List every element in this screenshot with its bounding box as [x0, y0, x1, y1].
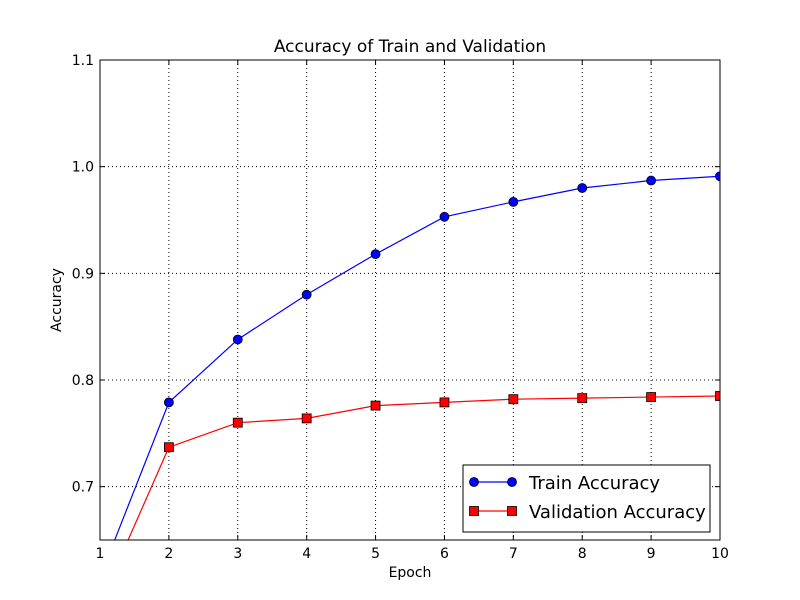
legend-validation-label: Validation Accuracy: [529, 502, 706, 523]
validation-accuracy-point: [646, 392, 657, 402]
series-group: [96, 171, 720, 582]
validation-accuracy-point: [439, 397, 450, 408]
x-tick-label: 6: [440, 546, 449, 562]
legend-train-marker-right: [507, 477, 517, 487]
x-tick-label: 1: [96, 546, 105, 562]
train-accuracy-point: [301, 289, 312, 300]
validation-accuracy-line: [127, 395, 720, 540]
y-axis-label: Accuracy: [49, 268, 65, 332]
legend-box: [462, 464, 711, 533]
train-accuracy-point: [163, 397, 174, 408]
plot-frame: [99, 59, 721, 541]
train-accuracy-point: [508, 196, 519, 207]
legend-validation-marker-left: [469, 506, 479, 516]
train-accuracy-point: [370, 249, 381, 260]
train-accuracy-point: [232, 334, 243, 345]
y-tick-label: 1.1: [72, 53, 94, 69]
legend: Train Accuracy Validation Accuracy: [462, 464, 711, 533]
train-accuracy-point: [439, 211, 450, 222]
y-tick-label: 0.7: [72, 480, 94, 496]
y-tick-label: 0.9: [72, 266, 94, 282]
train-accuracy-point: [96, 573, 105, 582]
validation-accuracy-point: [301, 413, 312, 424]
axis-ticks: 1 2 3 4 5 6 7 8 9 10 0.7 0.8 0.9 1.0 1.1: [72, 53, 729, 562]
validation-accuracy-point: [370, 400, 381, 411]
validation-accuracy-point: [163, 442, 174, 453]
train-accuracy-point: [646, 175, 657, 186]
x-tick-label: 7: [509, 546, 518, 562]
x-tick-label: 5: [371, 546, 380, 562]
grid-lines: [100, 60, 720, 540]
legend-train-marker-left: [469, 477, 479, 487]
x-tick-label: 4: [302, 546, 311, 562]
x-tick-label: 2: [164, 546, 173, 562]
x-tick-label: 3: [233, 546, 242, 562]
y-tick-label: 1.0: [72, 160, 94, 176]
x-tick-label: 10: [711, 546, 729, 562]
validation-accuracy-point: [577, 393, 588, 404]
chart-title: Accuracy of Train and Validation: [274, 37, 546, 57]
x-tick-label: 9: [647, 546, 656, 562]
legend-validation-marker-right: [507, 506, 517, 516]
x-axis-label: Epoch: [389, 565, 432, 581]
train-accuracy-point: [715, 171, 720, 182]
validation-accuracy-point: [232, 417, 243, 428]
train-accuracy-point: [577, 183, 588, 193]
validation-accuracy-point: [508, 394, 519, 405]
legend-train-label: Train Accuracy: [528, 473, 660, 494]
validation-accuracy-point: [715, 391, 720, 401]
train-accuracy-line: [114, 175, 720, 540]
x-tick-label: 8: [578, 546, 587, 562]
y-tick-label: 0.8: [72, 373, 94, 389]
